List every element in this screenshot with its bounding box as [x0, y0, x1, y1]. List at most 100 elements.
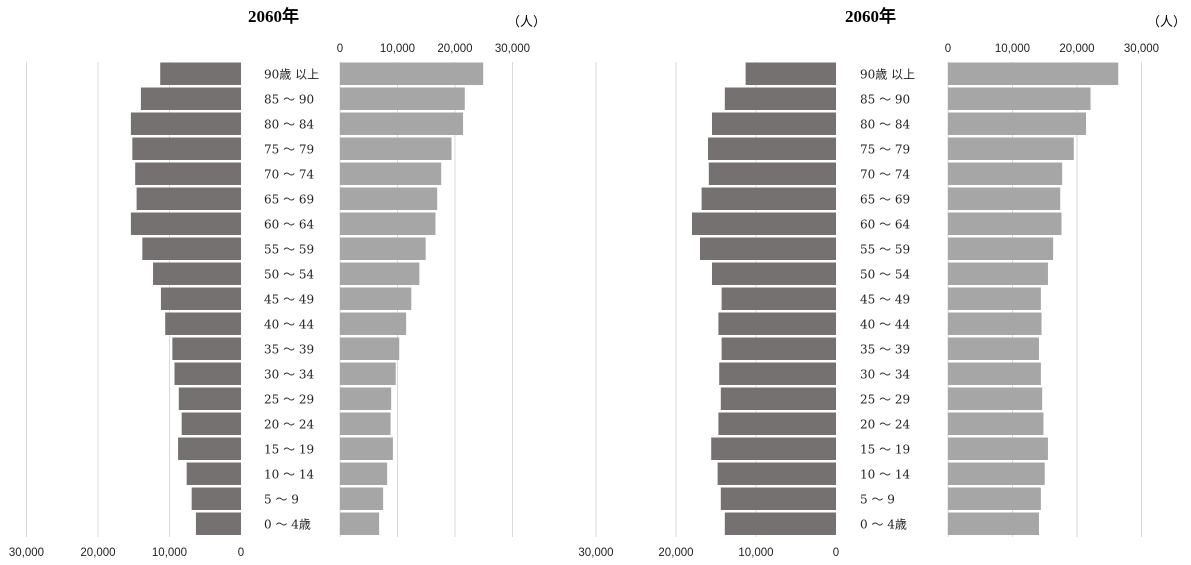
- left-bar: [711, 437, 836, 460]
- right-bar: [948, 412, 1044, 435]
- left-bar: [178, 437, 241, 460]
- left-axis-tick-label: 0: [238, 547, 244, 559]
- left-bar: [165, 312, 241, 335]
- right-axis-tick-label: 20,000: [437, 43, 472, 55]
- left-axis-tick-label: 0: [833, 547, 839, 559]
- age-group-label: 45 〜 49: [264, 293, 314, 307]
- unit-label: （人）: [1147, 15, 1186, 30]
- left-bar: [172, 337, 241, 360]
- right-bar: [948, 287, 1041, 310]
- right-bar: [948, 162, 1063, 185]
- chart-title: 2060年: [248, 6, 299, 26]
- left-bar: [191, 487, 241, 510]
- right-bar: [340, 337, 400, 360]
- age-group-label: 80 〜 84: [264, 118, 315, 132]
- age-group-label: 25 〜 29: [860, 393, 910, 407]
- right-bar: [948, 87, 1091, 110]
- right-bar: [948, 262, 1048, 285]
- right-bar: [948, 137, 1074, 160]
- age-group-label: 10 〜 14: [860, 468, 911, 482]
- left-bar: [142, 237, 241, 260]
- age-group-label: 50 〜 54: [860, 268, 911, 282]
- left-axis-tick-label: 10,000: [152, 547, 187, 559]
- age-group-label: 70 〜 74: [860, 168, 911, 182]
- left-bar: [174, 362, 241, 385]
- right-axis-tick-label: 30,000: [1124, 43, 1159, 55]
- age-group-label: 20 〜 24: [860, 418, 911, 432]
- age-group-label: 0 〜 4歳: [264, 518, 311, 532]
- left-axis-tick-label: 30,000: [9, 547, 44, 559]
- right-bar: [948, 462, 1045, 485]
- age-group-label: 75 〜 79: [860, 143, 910, 157]
- right-axis-tick-label: 30,000: [495, 43, 530, 55]
- left-bar: [724, 87, 836, 110]
- right-bar: [340, 137, 452, 160]
- left-bar: [745, 62, 836, 85]
- left-bar: [712, 112, 836, 135]
- left-bar: [718, 312, 836, 335]
- left-axis-tick-label: 20,000: [658, 547, 693, 559]
- pyramid-chart-2: 2060年 （人） 90歳 以上 85 〜 90 80 〜 84 75 〜 79 70 〜 …: [578, 6, 1186, 559]
- right-bar: [948, 237, 1054, 260]
- right-bar: [948, 312, 1042, 335]
- left-bar: [153, 262, 241, 285]
- right-bar: [340, 112, 464, 135]
- age-group-label: 35 〜 39: [860, 343, 910, 357]
- age-group-label: 0 〜 4歳: [860, 518, 907, 532]
- age-group-label: 65 〜 69: [860, 193, 910, 207]
- age-group-label: 30 〜 34: [860, 368, 911, 382]
- right-bar: [948, 62, 1119, 85]
- age-group-label: 70 〜 74: [264, 168, 315, 182]
- right-bar: [340, 362, 396, 385]
- left-bar: [708, 137, 836, 160]
- right-bar: [340, 512, 380, 535]
- age-group-label: 25 〜 29: [264, 393, 314, 407]
- age-group-label: 50 〜 54: [264, 268, 315, 282]
- right-axis-tick-label: 10,000: [995, 43, 1030, 55]
- age-group-label: 85 〜 90: [860, 93, 910, 107]
- left-bar: [136, 187, 241, 210]
- age-group-label: 60 〜 64: [860, 218, 911, 232]
- age-group-label: 30 〜 34: [264, 368, 315, 382]
- right-axis-tick-label: 0: [337, 43, 343, 55]
- age-group-label: 10 〜 14: [264, 468, 315, 482]
- left-bar: [717, 462, 836, 485]
- right-bar: [340, 287, 412, 310]
- left-bar: [140, 87, 241, 110]
- left-axis-tick-label: 20,000: [80, 547, 115, 559]
- age-group-label: 90歳 以上: [860, 68, 915, 82]
- left-bar: [132, 137, 241, 160]
- age-group-label: 15 〜 19: [860, 443, 910, 457]
- age-group-label: 40 〜 44: [264, 318, 315, 332]
- age-group-label: 75 〜 79: [264, 143, 314, 157]
- age-group-label: 40 〜 44: [860, 318, 911, 332]
- right-bar: [948, 112, 1087, 135]
- unit-label: （人）: [507, 15, 546, 30]
- age-group-label: 5 〜 9: [264, 493, 299, 507]
- right-bar: [340, 237, 426, 260]
- age-group-label: 20 〜 24: [264, 418, 315, 432]
- right-bar: [340, 62, 484, 85]
- age-group-label: 5 〜 9: [860, 493, 895, 507]
- age-group-label: 15 〜 19: [264, 443, 314, 457]
- age-group-label: 55 〜 59: [860, 243, 910, 257]
- right-bar: [340, 262, 420, 285]
- left-axis-tick-label: 10,000: [738, 547, 773, 559]
- right-bar: [340, 187, 438, 210]
- age-group-label: 90歳 以上: [264, 68, 319, 82]
- left-bar: [701, 187, 836, 210]
- left-bar: [721, 287, 836, 310]
- right-bar: [340, 312, 407, 335]
- right-bar: [948, 487, 1041, 510]
- left-bar: [718, 412, 836, 435]
- left-bar: [160, 287, 241, 310]
- right-bar: [340, 462, 388, 485]
- age-group-label: 55 〜 59: [264, 243, 314, 257]
- age-group-label: 45 〜 49: [860, 293, 910, 307]
- right-bar: [340, 487, 384, 510]
- left-bar: [692, 212, 836, 235]
- left-bar: [719, 362, 836, 385]
- left-axis-tick-label: 30,000: [578, 547, 613, 559]
- right-bar: [340, 212, 436, 235]
